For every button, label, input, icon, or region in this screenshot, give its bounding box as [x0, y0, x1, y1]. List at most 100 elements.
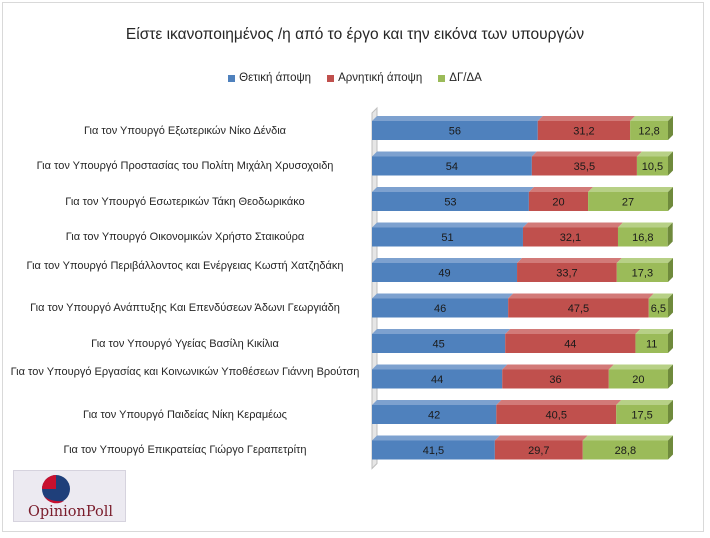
- data-label: 42: [428, 410, 440, 422]
- bar-top-face: [635, 329, 673, 334]
- bar-segment: [522, 227, 618, 247]
- bar-top-face: [372, 222, 528, 228]
- data-label: 41,5: [423, 445, 444, 457]
- legend-item-1: Αρνητική άποψη: [327, 72, 422, 84]
- bar-top-face: [636, 151, 673, 157]
- data-label: 47,5: [568, 303, 589, 315]
- data-label: 17,5: [631, 410, 652, 422]
- category-label: Για τον Υπουργό Προστασίας του Πολίτη Μι…: [36, 160, 334, 172]
- data-label: 20: [552, 197, 564, 209]
- bar-segment: [494, 440, 583, 460]
- bar-side-face: [668, 187, 673, 211]
- bar-top-face: [617, 222, 673, 228]
- bar-side-face: [668, 293, 673, 318]
- data-label: 27: [622, 197, 634, 209]
- data-label: 46: [434, 303, 446, 315]
- bar-top-face: [517, 258, 622, 263]
- data-label: 36: [549, 374, 561, 386]
- bar-segment: [372, 440, 495, 460]
- bar-top-face: [372, 293, 514, 299]
- legend-swatch: [228, 74, 236, 82]
- category-label: Για τον Υπουργό Παιδείας Νίκη Κεραμέως: [83, 408, 287, 421]
- bar-top-face: [528, 187, 594, 192]
- bar-top-face: [648, 293, 673, 299]
- category-label: Για τον Υπουργό Υγείας Βασίλη Κικίλια: [91, 337, 279, 350]
- bar-top-face: [372, 329, 511, 334]
- bar-top-face: [522, 222, 623, 228]
- data-label: 53: [444, 197, 456, 209]
- data-label: 49: [438, 268, 450, 280]
- bar-top-face: [372, 400, 502, 405]
- data-label: 32,1: [560, 232, 581, 244]
- bar-side-face: [668, 400, 673, 424]
- data-label: 10,5: [642, 161, 663, 173]
- legend-label: Θετική άποψη: [239, 72, 312, 84]
- bar-segment: [588, 192, 668, 211]
- bar-top-face: [372, 151, 537, 157]
- bar-segment: [372, 334, 506, 353]
- bar-side-face: [668, 258, 673, 282]
- bar-top-face: [630, 116, 673, 121]
- data-label: 54: [446, 161, 458, 173]
- legend-swatch: [438, 74, 446, 82]
- bar-segment: [608, 369, 668, 389]
- bar-side-face: [668, 116, 673, 140]
- data-label: 12,8: [638, 126, 659, 138]
- bar-top-face: [531, 151, 642, 157]
- data-label: 35,5: [574, 161, 595, 173]
- bar-segment: [635, 334, 668, 353]
- bar-segment: [372, 405, 497, 424]
- category-label: Για τον Υπουργό Ανάπτυξης Και Επενδύσεων…: [30, 302, 340, 314]
- bar-segment: [496, 405, 617, 424]
- bar-segment: [372, 263, 518, 282]
- bar-top-face: [508, 293, 654, 299]
- bar-top-face: [537, 116, 636, 121]
- legend-swatch: [327, 74, 335, 82]
- bar-segment: [508, 298, 649, 318]
- bar-segment: [372, 192, 529, 211]
- bar-segment: [531, 156, 637, 176]
- data-label: 16,8: [632, 232, 653, 244]
- bar-side-face: [667, 222, 673, 247]
- bar-segment: [372, 156, 532, 176]
- bar-segment: [616, 263, 668, 282]
- legend-item-2: ΔΓ/ΔΑ: [438, 72, 482, 84]
- data-label: 11: [646, 339, 657, 351]
- bar-segment: [505, 334, 636, 353]
- bar-top-face: [582, 435, 673, 441]
- bar-segment: [616, 405, 668, 424]
- data-label: 51: [441, 232, 453, 244]
- bar-top-face: [505, 329, 641, 334]
- legend-label: ΔΓ/ΔΑ: [449, 72, 482, 84]
- data-label: 31,2: [573, 126, 594, 138]
- bar-top-face: [494, 435, 588, 441]
- bar-side-face: [668, 435, 673, 460]
- bar-side-face: [668, 364, 673, 389]
- bar-top-face: [372, 364, 508, 370]
- data-label: 6,5: [651, 303, 666, 315]
- bar-segment: [372, 369, 503, 389]
- logo-text: OpinionPoll: [27, 504, 114, 520]
- bar-top-face: [496, 400, 622, 405]
- bar-top-face: [372, 258, 523, 263]
- bar-segment: [617, 227, 668, 247]
- bar-top-face: [372, 187, 534, 192]
- bar-segment: [630, 121, 668, 140]
- data-label: 20: [632, 374, 644, 386]
- chart-title: Είστε ικανοποιημένος /η από το έργο και …: [125, 26, 585, 43]
- data-label: 45: [432, 339, 444, 351]
- category-label: Για τον Υπουργό Περιβάλλοντος και Ενέργε…: [26, 259, 344, 272]
- category-label: Για τον Υπουργό Εσωτερικών Τάκη Θεοδωρικ…: [65, 195, 305, 208]
- bar-top-face: [372, 116, 543, 121]
- bar-segment: [636, 156, 668, 176]
- category-label: Για τον Υπουργό Εργασίας και Κοινωνικών …: [10, 366, 360, 378]
- data-label: 33,7: [556, 268, 577, 280]
- chart-legend: Θετική άποψη Αρνητική άποψη ΔΓ/ΔΑ: [0, 72, 710, 84]
- data-label: 44: [431, 374, 443, 386]
- bar-top-face: [502, 364, 614, 370]
- category-label: Για τον Υπουργό Εξωτερικών Νίκο Δένδια: [83, 124, 287, 137]
- bar-top-face: [616, 400, 673, 405]
- bar-segment: [517, 263, 617, 282]
- bar-segment: [648, 298, 668, 318]
